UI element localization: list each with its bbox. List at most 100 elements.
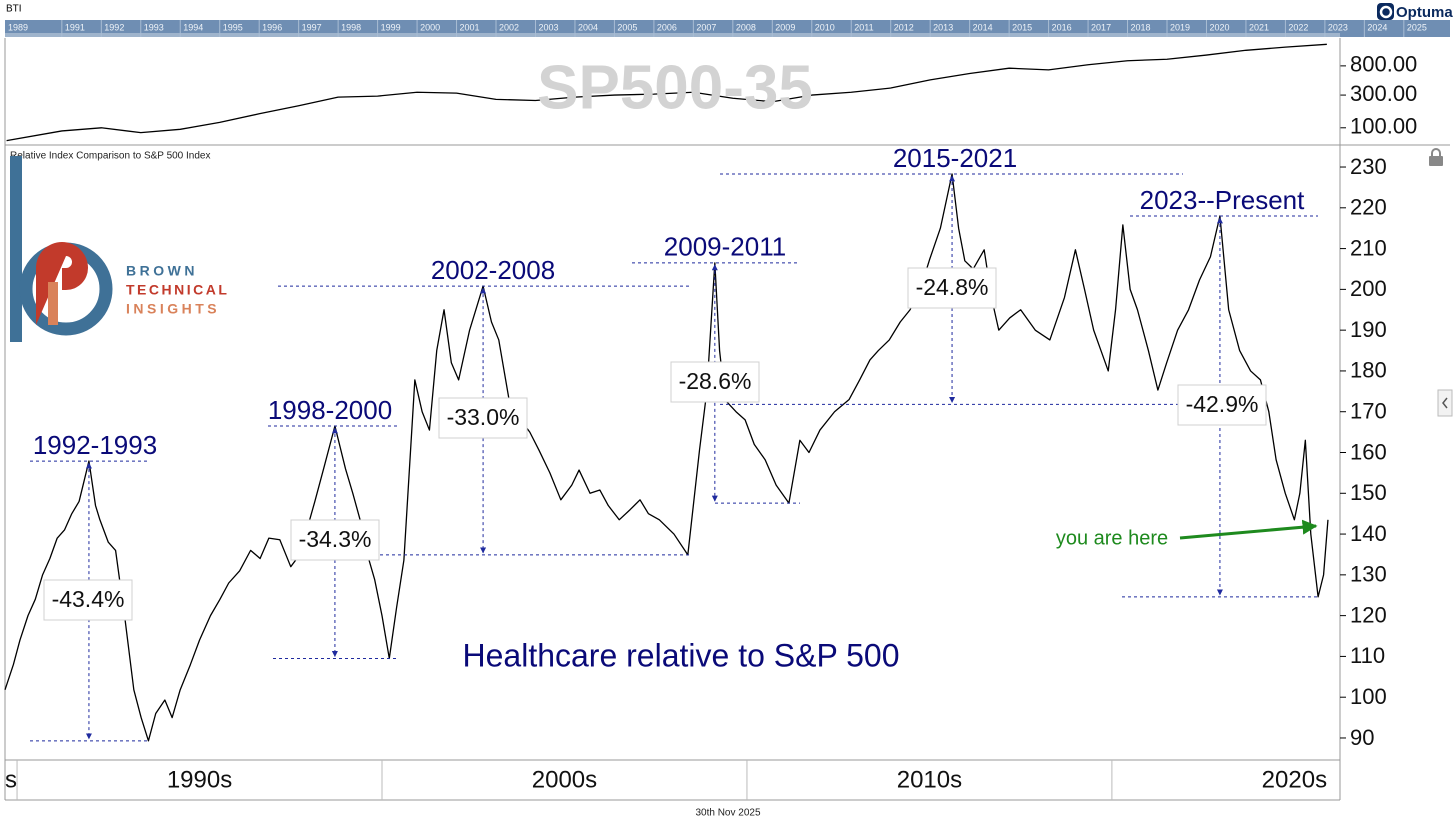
- year-label: 2015: [1012, 22, 1032, 32]
- change-label: -42.9%: [1186, 391, 1259, 417]
- period-label: 2015-2021: [893, 143, 1017, 173]
- y-tick-label: 800.00: [1350, 52, 1417, 77]
- year-label: 2020: [1209, 22, 1229, 32]
- period-label: 1998-2000: [268, 395, 392, 425]
- change-box: [290, 519, 380, 561]
- logo-stem: [10, 156, 22, 342]
- change-label: -34.3%: [299, 526, 372, 552]
- pointer-label: you are here: [1056, 527, 1168, 549]
- year-label: 2003: [538, 22, 558, 32]
- y-tick-label: 130: [1350, 562, 1387, 587]
- y-tick-label: 300.00: [1350, 81, 1417, 106]
- watermark: SP500-35: [537, 53, 813, 122]
- year-label: 1998: [341, 22, 361, 32]
- x-tick-label: s: [5, 766, 17, 793]
- period-label: 2002-2008: [431, 255, 555, 285]
- x-tick-label: 2010s: [897, 766, 962, 793]
- y-tick-label: 180: [1350, 358, 1387, 383]
- period-label: 1992-1993: [33, 430, 157, 460]
- x-tick-label: 2000s: [532, 766, 597, 793]
- side-tab-box: [1437, 389, 1453, 417]
- y-tick-label: 200: [1350, 276, 1387, 301]
- year-label: 2001: [460, 22, 480, 32]
- year-label: 2023: [1328, 22, 1348, 32]
- year-label: 2008: [736, 22, 756, 32]
- year-label: 2022: [1288, 22, 1308, 32]
- lock-body: [1429, 156, 1443, 166]
- year-label: 2000: [420, 22, 440, 32]
- logo-orange: [48, 282, 58, 325]
- year-label: 2005: [617, 22, 637, 32]
- vendor-name: Optuma: [1396, 4, 1453, 21]
- change-label: -43.4%: [52, 586, 125, 612]
- y-tick-label: 100.00: [1350, 114, 1417, 139]
- change-box: [907, 267, 997, 309]
- year-label: 1992: [104, 22, 124, 32]
- year-label: 2019: [1170, 22, 1190, 32]
- year-label: 2007: [696, 22, 716, 32]
- firm-logo: BROWN TECHNICAL INSIGHTS: [10, 156, 229, 342]
- y-tick-label: 170: [1350, 399, 1387, 424]
- year-label: 1993: [144, 22, 164, 32]
- overview-panel: 1989 1991 1992 1993 1994 1995 1996 1997 1998 1999…: [6, 20, 1427, 142]
- change-label: -28.6%: [679, 368, 752, 394]
- ticker: BTI: [6, 4, 22, 15]
- year-label: 2009: [775, 22, 795, 32]
- year-label: 2025: [1407, 22, 1427, 32]
- year-label: 1995: [223, 22, 243, 32]
- year-label: 2004: [578, 22, 598, 32]
- year-label: 2017: [1091, 22, 1111, 32]
- firm-name-3: INSIGHTS: [126, 301, 220, 317]
- year-label: 2002: [499, 22, 519, 32]
- change-box: [43, 579, 133, 621]
- change-box: [1177, 384, 1267, 426]
- logo-red: [36, 242, 88, 325]
- vendor-icon-ring: [1379, 5, 1393, 19]
- change-label: -24.8%: [916, 274, 989, 300]
- year-label: 1991: [65, 22, 85, 32]
- y-tick-label: 160: [1350, 439, 1387, 464]
- x-tick-label: 1990s: [167, 766, 232, 793]
- price-line: [6, 43, 1327, 142]
- y-tick-label: 120: [1350, 602, 1387, 627]
- year-label: 2010: [815, 22, 835, 32]
- year-label: 2024: [1367, 22, 1387, 32]
- price-line: [4, 173, 1329, 742]
- change-box: [670, 361, 760, 403]
- lock-shackle: [1431, 148, 1441, 156]
- y-tick-label: 220: [1350, 195, 1387, 220]
- year-label: 1994: [183, 22, 203, 32]
- y-tick-label: 230: [1350, 154, 1387, 179]
- x-tick-label: 2020s: [1262, 766, 1327, 793]
- y-tick-label: 210: [1350, 235, 1387, 260]
- year-label: 2021: [1249, 22, 1269, 32]
- change-label: -33.0%: [447, 404, 520, 430]
- year-label: 1996: [262, 22, 282, 32]
- firm-name-2: TECHNICAL: [126, 282, 229, 298]
- lock-icon[interactable]: [1429, 148, 1443, 166]
- year-label: 1989: [8, 22, 28, 32]
- y-tick-label: 90: [1350, 725, 1374, 750]
- y-tick-label: 150: [1350, 480, 1387, 505]
- side-tab[interactable]: [1437, 389, 1453, 417]
- y-tick-label: 140: [1350, 521, 1387, 546]
- chart-title: Healthcare relative to S&P 500: [463, 637, 900, 673]
- panel-subtitle: Relative Index Comparison to S&P 500 Ind…: [10, 151, 211, 162]
- y-tick-label: 100: [1350, 684, 1387, 709]
- change-box: [438, 397, 528, 439]
- period-label: 2023--Present: [1140, 185, 1306, 215]
- year-label: 2016: [1052, 22, 1072, 32]
- pointer-arrow: [1179, 519, 1318, 540]
- firm-name-1: BROWN: [126, 263, 198, 279]
- period-label: 2009-2011: [664, 232, 786, 262]
- y-tick-label: 190: [1350, 317, 1387, 342]
- vendor-logo: Optuma: [1377, 3, 1453, 21]
- y-tick-label: 110: [1350, 643, 1385, 668]
- year-label: 2012: [894, 22, 914, 32]
- year-label: 2014: [973, 22, 993, 32]
- year-label: 1999: [381, 22, 401, 32]
- main-panel: 90 100 110 120 130 140 150 160 170 180 190 200 210 22…: [4, 143, 1387, 800]
- year-label: 2006: [657, 22, 677, 32]
